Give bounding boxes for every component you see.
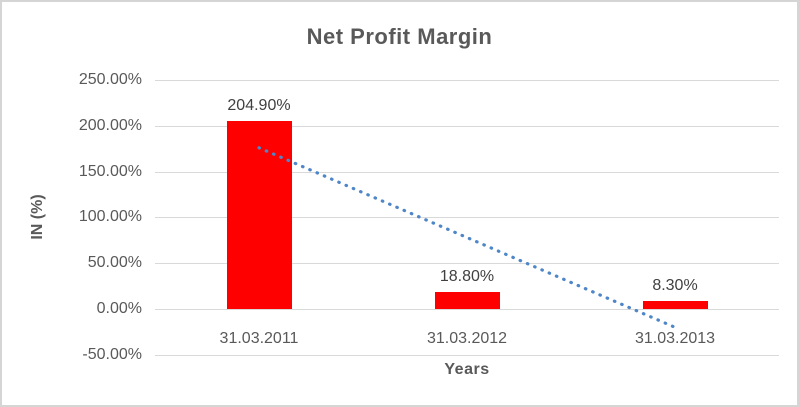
gridline [155,126,779,127]
bar-value-label: 8.30% [652,277,698,294]
bar-value-label: 204.90% [227,97,291,114]
y-tick-label: 100.00% [78,208,142,225]
gridline [155,309,779,310]
x-tick-label: 31.03.2013 [634,330,716,347]
y-tick-label: 0.00% [96,300,142,317]
x-axis-title: Years [444,361,490,378]
bar [435,292,500,309]
gridline [155,355,779,356]
y-tick-label: 150.00% [78,163,142,180]
bar-value-label: 18.80% [439,268,495,285]
bar [227,121,292,309]
x-tick-label: 31.03.2011 [219,330,299,347]
y-tick-label: 200.00% [78,117,142,134]
y-tick-label: 250.00% [78,71,142,88]
gridline [155,80,779,81]
y-tick-label: 50.00% [87,254,142,271]
bar [643,301,708,309]
x-tick-label: 31.03.2012 [426,330,508,347]
chart-title: Net Profit Margin [306,24,493,49]
y-tick-label: -50.00% [82,346,142,363]
